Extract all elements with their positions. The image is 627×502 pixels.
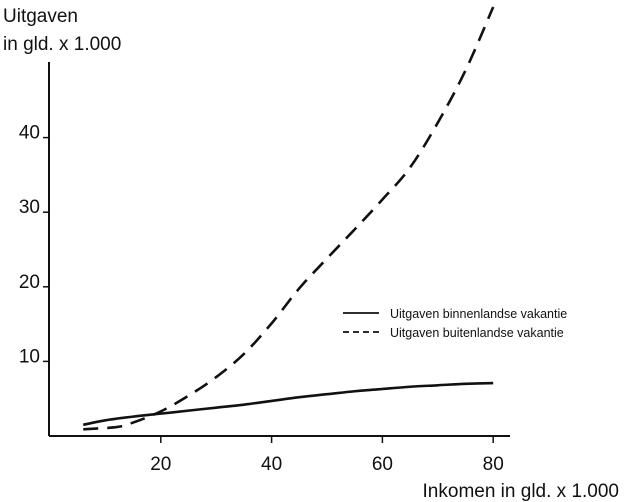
series-group (82, 6, 495, 431)
x-tick-label-80: 80 (483, 454, 504, 475)
x-tick-label-40: 40 (261, 454, 282, 475)
legend-label-buitenlandse: Uitgaven buitenlandse vakantie (390, 326, 564, 340)
x-tick-label-20: 20 (150, 454, 171, 475)
series-line-buitenlandse (83, 6, 495, 431)
y-tick-label-40: 40 (19, 123, 40, 144)
y-tick-label-30: 30 (19, 197, 40, 218)
y-ticks: 10 20 30 40 (19, 123, 49, 367)
y-tick-label-20: 20 (19, 272, 40, 293)
legend: Uitgaven binnenlandse vakantie Uitgaven … (343, 307, 567, 340)
y-tick-label-10: 10 (19, 346, 40, 367)
series-line-binnenlandse (82, 381, 494, 427)
x-tick-label-60: 60 (372, 454, 393, 475)
x-ticks: 20 40 60 80 (150, 436, 504, 475)
y-axis-label-line-1: Uitgaven (3, 6, 78, 27)
y-axis-label-line-2: in gld. x 1.000 (3, 34, 121, 55)
x-axis-label: Inkomen in gld. x 1.000 (423, 481, 619, 502)
legend-label-binnenlandse: Uitgaven binnenlandse vakantie (390, 307, 567, 321)
